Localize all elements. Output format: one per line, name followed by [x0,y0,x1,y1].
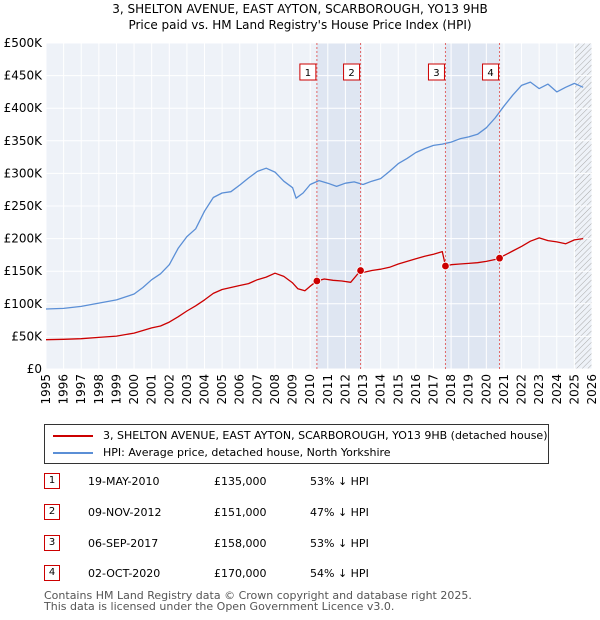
sale-label-box-1 [299,63,317,81]
legend-label-hpi: HPI: Average price, detached house, Nort… [103,446,391,459]
x-tick-label: 2010 [303,374,317,405]
y-tick-label: £200K [4,232,44,246]
x-tick-label: 2020 [479,374,493,405]
sale-hpi-diff: 47% ↓ HPI [310,506,369,519]
footer-copyright: Contains HM Land Registry data © Crown c… [44,589,472,602]
y-tick-label: £350K [4,134,44,148]
x-tick-label: 2024 [550,374,564,405]
x-tick-label: 1996 [57,374,71,405]
sale-label-box-2 [343,63,361,81]
sale-number-badge: 4 [44,565,60,581]
chart-subtitle: Price paid vs. HM Land Registry's House … [128,18,472,32]
x-tick-label: 2017 [426,374,440,405]
sale-price: £158,000 [214,537,267,550]
x-tick-label: 2003 [180,374,194,405]
legend: 3, SHELTON AVENUE, EAST AYTON, SCARBOROU… [44,424,549,464]
sale-point-2 [356,266,365,275]
sale-point-1 [312,276,322,286]
x-tick-label: 2025 [567,374,581,405]
sale-date: 06-SEP-2017 [88,537,159,550]
x-tick-label: 2011 [321,374,335,405]
x-tick-label: 2021 [497,374,511,405]
chart-title: 3, SHELTON AVENUE, EAST AYTON, SCARBOROU… [112,2,488,16]
y-tick-label: £250K [4,199,44,213]
sale-number-badge: 1 [44,473,60,489]
footer-licence: This data is licensed under the Open Gov… [44,600,395,613]
x-tick-label: 2000 [127,374,141,405]
sale-label-3: 3 [433,68,439,79]
sale-price: £151,000 [214,506,267,519]
x-tick-label: 2007 [250,374,264,405]
x-tick-label: 2018 [444,374,458,405]
y-tick-label: £50K [11,329,43,343]
legend-swatch-hpi [53,452,93,454]
x-tick-label: 2002 [162,374,176,405]
x-tick-label: 2016 [409,374,423,405]
x-tick-label: 1995 [39,374,53,405]
x-tick-label: 2009 [286,374,300,405]
x-tick-label: 2004 [198,374,212,405]
y-tick-label: £450K [4,69,44,83]
y-tick-label: £400K [4,101,44,115]
legend-swatch-property [53,435,93,437]
x-tick-label: 2001 [145,374,159,405]
x-tick-label: 2012 [338,374,352,405]
y-tick-label: £500K [4,36,44,50]
x-tick-label: 2023 [532,374,546,405]
x-tick-label: 1998 [92,374,106,405]
x-tick-label: 1997 [74,374,88,405]
sale-hpi-diff: 53% ↓ HPI [310,537,369,550]
x-tick-label: 2022 [515,374,529,405]
x-tick-label: 2008 [268,374,282,405]
sale-label-box-4 [482,63,500,81]
y-tick-label: £100K [4,297,44,311]
y-tick-label: £0 [27,362,42,376]
legend-label-property: 3, SHELTON AVENUE, EAST AYTON, SCARBOROU… [103,429,548,442]
x-tick-label: 2014 [374,374,388,405]
sale-number-badge: 3 [44,535,60,551]
y-tick-label: £150K [4,264,44,278]
x-tick-label: 2015 [391,374,405,405]
sale-date: 02-OCT-2020 [88,567,161,580]
x-tick-label: 1999 [109,374,123,405]
x-tick-label: 2005 [215,374,229,405]
sale-date: 09-NOV-2012 [88,506,162,519]
sale-price: £135,000 [214,475,267,488]
sale-date: 19-MAY-2010 [88,475,160,488]
y-tick-label: £300K [4,166,44,180]
sale-label-4: 4 [487,68,493,79]
sale-label-2: 2 [348,68,354,79]
sale-point-3 [441,261,450,271]
sale-hpi-diff: 53% ↓ HPI [310,475,369,488]
sale-label-box-3 [427,63,445,81]
sale-label-1: 1 [305,68,311,79]
sale-hpi-diff: 54% ↓ HPI [310,567,369,580]
sale-point-4 [495,253,504,263]
x-tick-label: 2006 [233,374,247,405]
price-chart: 1 2 3 4 £0 £50K £100K £150K £200K £250K £300K £350… [4,36,599,405]
sale-price: £170,000 [214,567,267,580]
x-tick-label: 2013 [356,374,370,405]
x-tick-label: 2019 [462,374,476,405]
x-tick-label: 2026 [585,374,599,405]
sale-number-badge: 2 [44,504,60,520]
